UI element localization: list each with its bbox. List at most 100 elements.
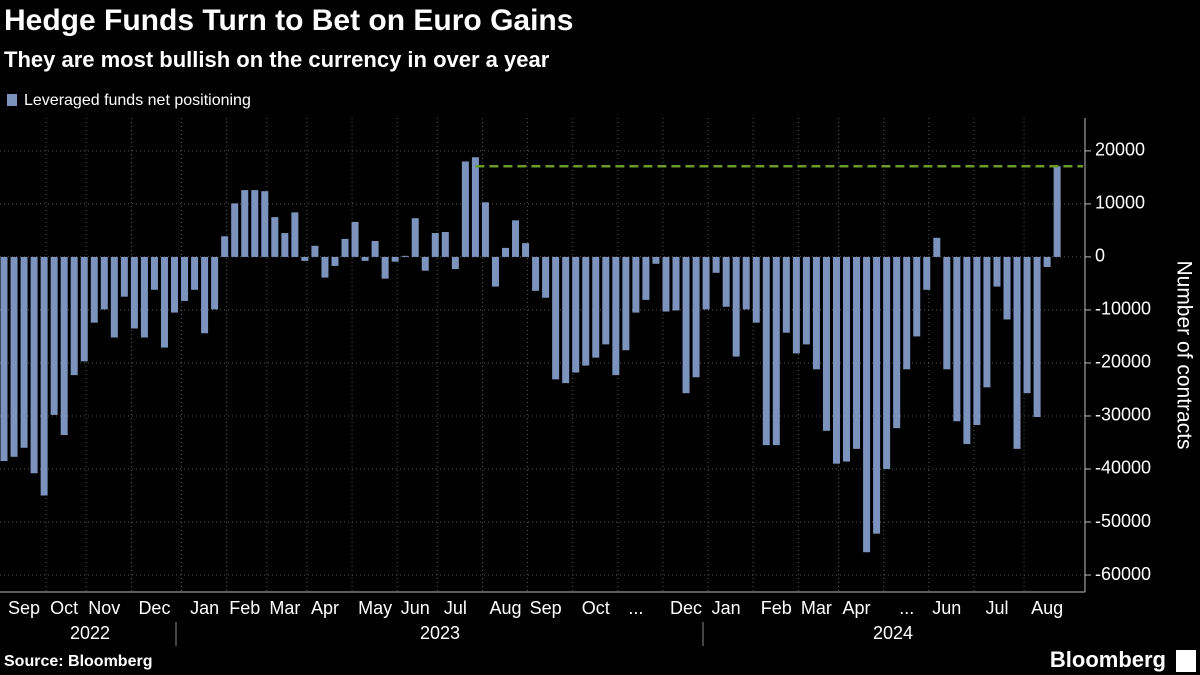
- bar: [351, 221, 359, 257]
- bar: [702, 256, 710, 310]
- x-tick-label: Mar: [801, 598, 832, 618]
- x-tick-label: Jul: [444, 598, 467, 618]
- bar: [502, 247, 509, 257]
- bar: [401, 255, 409, 257]
- y-tick-label: -40000: [1095, 458, 1151, 478]
- y-tick-label: -10000: [1095, 299, 1151, 319]
- x-tick-label: May: [358, 598, 392, 618]
- bar: [772, 256, 780, 446]
- bar: [431, 233, 439, 257]
- bar: [1043, 256, 1051, 267]
- bar: [933, 237, 941, 257]
- bar: [893, 256, 901, 429]
- bar: [993, 256, 1001, 287]
- bar: [321, 256, 329, 278]
- bar: [732, 256, 740, 357]
- bar: [120, 256, 128, 297]
- bar: [90, 256, 98, 323]
- bar: [592, 256, 600, 358]
- x-tick-label: Aug: [489, 598, 521, 618]
- bar: [883, 256, 891, 469]
- y-tick-label: 20000: [1095, 140, 1145, 160]
- bar: [341, 238, 349, 257]
- x-tick-label: Jul: [985, 598, 1008, 618]
- bar: [913, 256, 921, 337]
- y-tick-label: -20000: [1095, 352, 1151, 372]
- x-tick-label: Sep: [8, 598, 40, 618]
- bar: [291, 212, 299, 257]
- bar: [201, 256, 209, 334]
- x-tick-label: Apr: [311, 598, 339, 618]
- bar: [692, 256, 700, 378]
- bar: [863, 256, 871, 553]
- bar: [782, 256, 790, 333]
- bar: [752, 256, 760, 323]
- bar: [331, 256, 339, 266]
- bar: [391, 256, 399, 262]
- x-tick-label: Feb: [229, 598, 260, 618]
- bar: [140, 256, 148, 338]
- bar: [301, 256, 309, 261]
- bar: [1013, 256, 1021, 449]
- bar: [461, 161, 469, 257]
- bar: [50, 256, 58, 415]
- bar: [130, 256, 138, 329]
- year-label: 2022: [70, 623, 110, 643]
- bar: [251, 190, 259, 257]
- bar: [371, 241, 379, 257]
- bar: [421, 256, 429, 271]
- x-tick-label: Jun: [932, 598, 961, 618]
- bar: [171, 256, 179, 313]
- x-tick-label: Jan: [190, 598, 219, 618]
- bar: [150, 256, 158, 290]
- x-tick-label: Sep: [530, 598, 562, 618]
- bar: [602, 256, 610, 345]
- bar: [512, 220, 520, 257]
- bar: [261, 191, 269, 257]
- x-tick-label: Oct: [582, 598, 610, 618]
- bar: [30, 256, 38, 474]
- x-tick-label: Oct: [50, 598, 78, 618]
- chart-subtitle: They are most bullish on the currency in…: [4, 47, 550, 72]
- bar: [742, 256, 750, 310]
- bar: [1033, 256, 1041, 418]
- bar: [1003, 256, 1011, 320]
- bar: [0, 256, 8, 462]
- bar: [943, 256, 951, 370]
- bar: [411, 218, 419, 257]
- bar: [160, 256, 168, 348]
- bar: [361, 256, 369, 261]
- bar: [973, 256, 981, 425]
- bar: [10, 256, 18, 457]
- brand: Bloomberg: [1050, 647, 1166, 672]
- y-tick-label: 0: [1095, 246, 1105, 266]
- bar: [481, 202, 489, 257]
- bar: [762, 256, 770, 446]
- bar: [652, 256, 660, 264]
- x-tick-label: ...: [899, 598, 914, 618]
- x-tick-label: Dec: [670, 598, 702, 618]
- bar: [552, 256, 560, 380]
- x-tick-label: Apr: [843, 598, 871, 618]
- bar: [40, 256, 48, 496]
- bar: [1023, 256, 1031, 394]
- year-label: 2023: [420, 623, 460, 643]
- bar: [822, 256, 830, 431]
- bar: [491, 256, 499, 287]
- x-tick-label: Nov: [88, 598, 120, 618]
- bar: [211, 256, 219, 310]
- bar: [80, 256, 88, 362]
- bar: [311, 245, 319, 257]
- bar: [60, 256, 68, 436]
- bar: [271, 217, 279, 257]
- y-tick-label: -60000: [1095, 564, 1151, 584]
- bar: [612, 256, 620, 376]
- bar: [622, 256, 630, 351]
- bar: [281, 233, 289, 257]
- bar: [923, 256, 931, 290]
- x-tick-label: Jan: [712, 598, 741, 618]
- bar: [532, 256, 540, 291]
- bar: [542, 256, 550, 298]
- bar: [843, 256, 851, 462]
